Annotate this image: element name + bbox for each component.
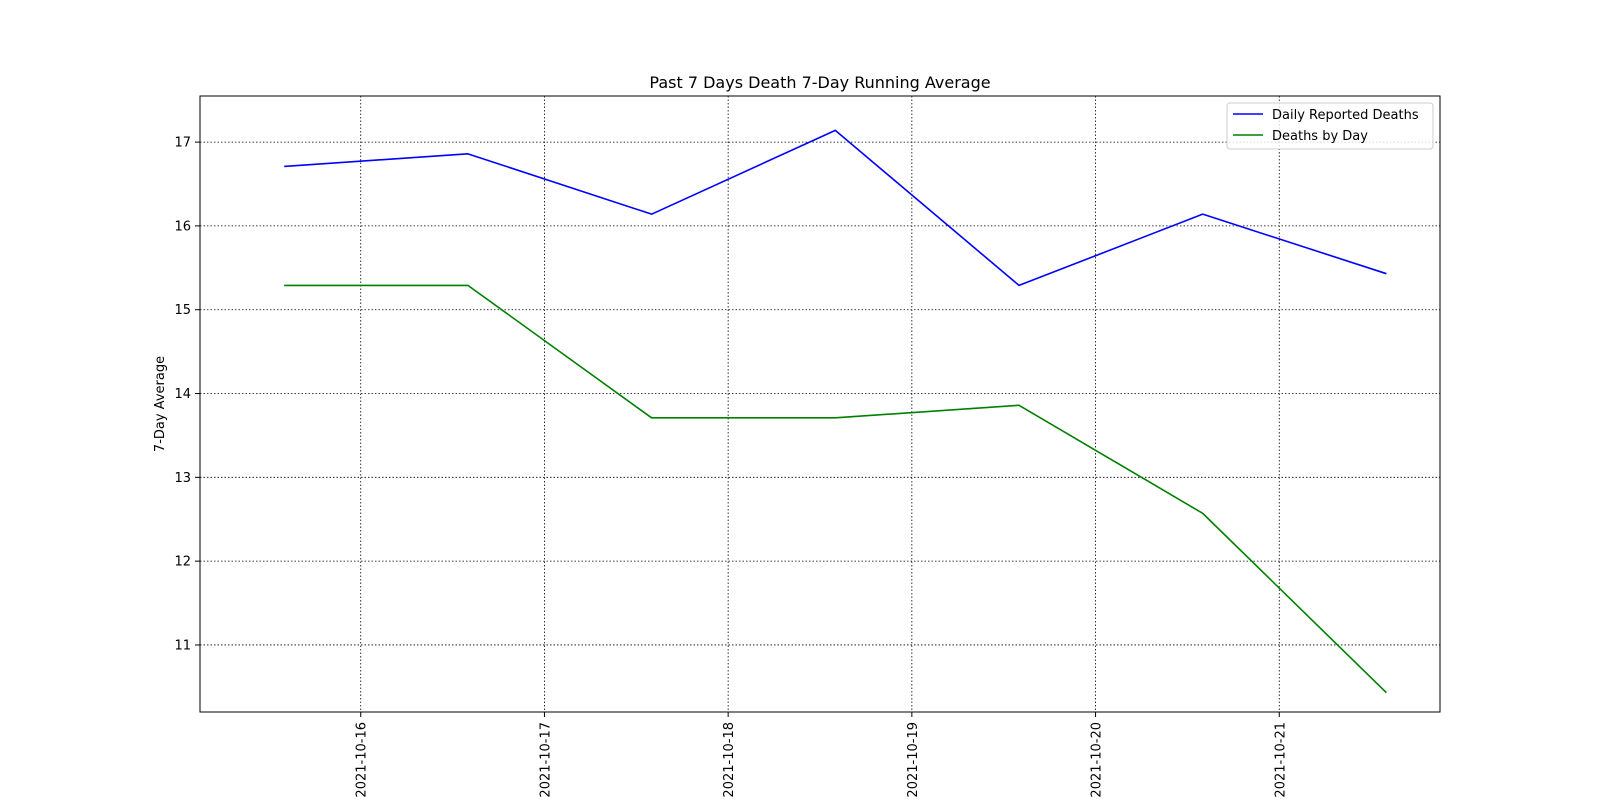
data-point — [1384, 691, 1388, 695]
y-tick-label: 13 — [174, 471, 191, 486]
y-tick-label: 12 — [174, 555, 191, 570]
legend-label-daily-reported-deaths: Daily Reported Deaths — [1272, 108, 1419, 123]
plot-area-frame — [199, 95, 1441, 713]
x-tick-label: 2021-10-17 — [538, 722, 553, 798]
data-point — [1201, 212, 1205, 216]
y-tick-label: 11 — [174, 638, 191, 653]
y-tick-label: 16 — [174, 219, 191, 234]
x-tick-label: 2021-10-16 — [355, 722, 370, 798]
x-tick-label: 2021-10-19 — [906, 722, 921, 798]
data-point — [1384, 272, 1388, 276]
data-point — [282, 283, 286, 287]
y-tick-label: 17 — [174, 136, 191, 151]
y-axis-label: 7-Day Average — [153, 356, 168, 452]
data-point — [1017, 283, 1021, 287]
data-point — [466, 283, 470, 287]
data-point — [282, 164, 286, 168]
data-point — [650, 212, 654, 216]
x-tick-label: 2021-10-18 — [722, 722, 737, 798]
data-point — [466, 152, 470, 156]
x-tick-label: 2021-10-21 — [1273, 722, 1288, 798]
y-tick-label: 15 — [174, 303, 191, 318]
series-lines — [282, 128, 1388, 695]
data-point — [650, 416, 654, 420]
data-point — [833, 416, 837, 420]
data-point — [833, 128, 837, 132]
axis-ticks: 2021-10-16 2021-10-17 2021-10-18 2021-10-19… — [174, 136, 1288, 798]
legend: Daily Reported Deaths Deaths by Day — [1226, 102, 1434, 150]
series-line-daily-reported-deaths — [284, 129, 1387, 287]
x-tick-label: 2021-10-20 — [1090, 722, 1105, 798]
data-point — [1017, 403, 1021, 407]
legend-box — [1226, 102, 1434, 150]
y-tick-label: 14 — [174, 387, 191, 402]
series-line-deaths-by-day — [284, 284, 1387, 694]
legend-label-deaths-by-day: Deaths by Day — [1272, 129, 1368, 144]
data-point — [1201, 511, 1205, 515]
chart-title: Past 7 Days Death 7-Day Running Average — [649, 73, 990, 92]
